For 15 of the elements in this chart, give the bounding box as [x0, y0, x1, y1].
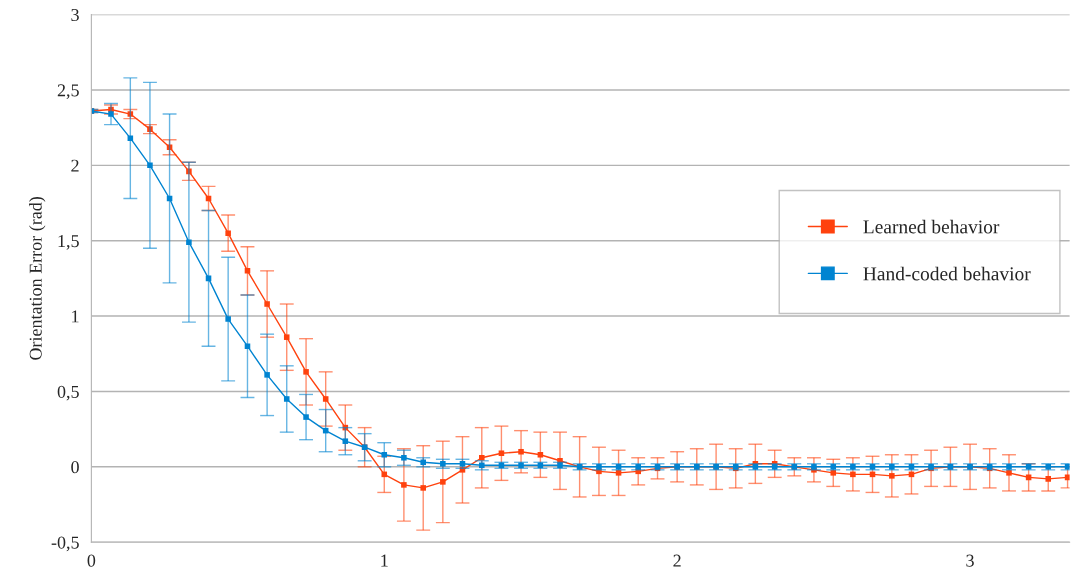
- x-tick-label: 0: [87, 554, 96, 567]
- legend-label: Learned behavior: [863, 219, 1000, 234]
- y-tick-label: 2: [71, 159, 79, 172]
- x-tick-label: 1: [381, 554, 388, 567]
- y-tick-label: 1,5: [58, 235, 79, 250]
- x-tick-label: 2: [673, 554, 681, 567]
- y-tick-label: -0,5: [51, 536, 79, 552]
- x-tick-label: 3: [966, 554, 974, 567]
- y-tick-label: 0: [71, 461, 79, 474]
- y-tick-label: 2,5: [57, 84, 79, 99]
- y-tick-label: 3: [71, 8, 79, 22]
- y-tick-label: 1: [72, 310, 79, 323]
- y-axis-title: Orientation Error (rad): [29, 196, 46, 360]
- legend-label: Hand-coded behavior: [863, 266, 1031, 281]
- y-tick-label: 0,5: [57, 385, 79, 401]
